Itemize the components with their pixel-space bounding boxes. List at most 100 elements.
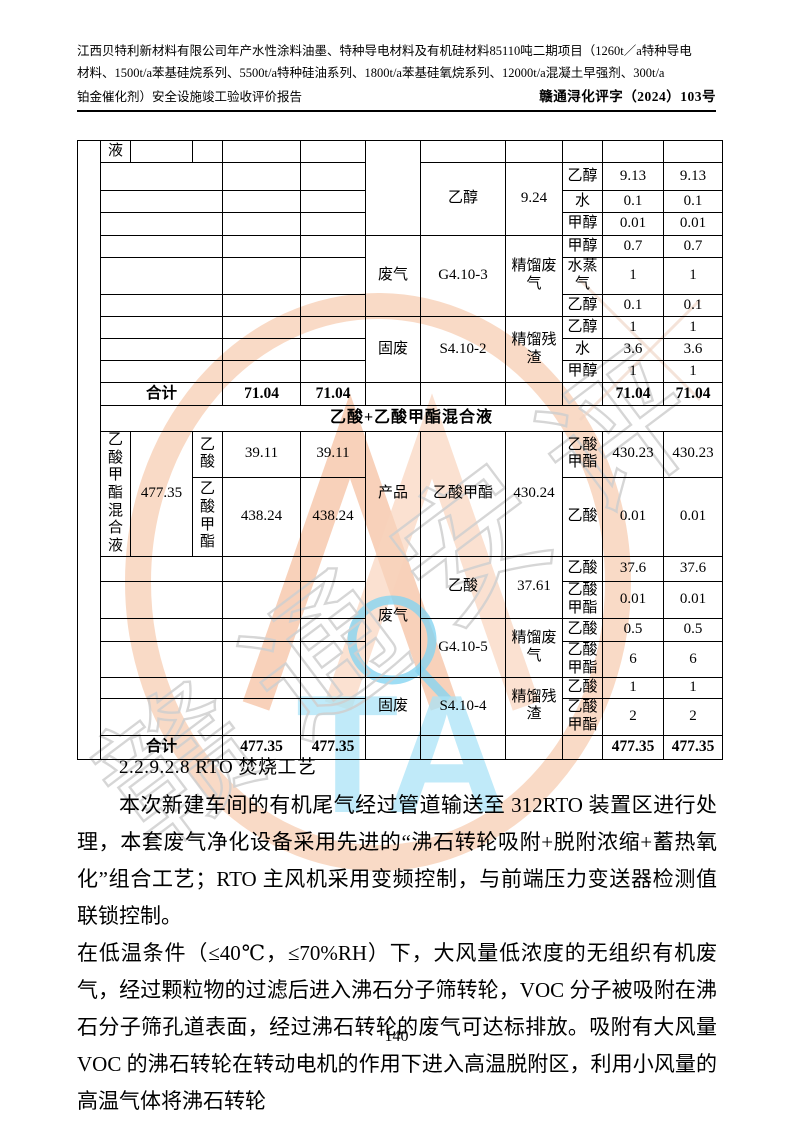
table-cell: G4.10-3 bbox=[420, 235, 506, 317]
table-cell: 乙酸甲酯 bbox=[562, 698, 603, 736]
header-line-1: 江西贝特利新材料有限公司年产水性涂料油墨、特种导电材料及有机硅材料85110吨二… bbox=[77, 44, 692, 58]
table-cell: 产品 bbox=[365, 431, 421, 557]
table-cell bbox=[300, 257, 366, 295]
table-cell: 乙酸甲酯 bbox=[562, 580, 603, 619]
table-cell bbox=[100, 640, 223, 679]
header-line-3: 铂金催化剂）安全设施竣工验收评价报告 bbox=[77, 89, 303, 104]
table-cell: 乙醇 bbox=[562, 316, 603, 339]
table-cell: 1 bbox=[663, 677, 723, 700]
table-cell bbox=[420, 734, 506, 760]
table-cell: 9.13 bbox=[663, 162, 723, 191]
subtotal-label: 合计 bbox=[100, 382, 223, 406]
table-cell bbox=[222, 212, 301, 236]
table-cell bbox=[663, 140, 723, 163]
table-cell bbox=[222, 235, 301, 258]
table-cell bbox=[222, 360, 301, 383]
table-cell bbox=[300, 316, 366, 339]
table-cell: 39.11 bbox=[222, 431, 301, 478]
table-cell bbox=[100, 580, 223, 619]
table-cell: 乙酸 bbox=[562, 476, 603, 557]
table-cell bbox=[300, 580, 366, 619]
table-cell bbox=[300, 555, 366, 582]
subtotal-label: 合计 bbox=[100, 734, 223, 760]
table-cell: 6 bbox=[602, 640, 664, 679]
table-cell bbox=[100, 294, 223, 317]
table-cell: 0.01 bbox=[602, 580, 664, 619]
table-cell bbox=[100, 257, 223, 295]
table-cell bbox=[300, 698, 366, 736]
table-cell: 37.6 bbox=[602, 555, 664, 582]
table-cell bbox=[100, 360, 223, 383]
table-cell: 430.24 bbox=[505, 431, 563, 557]
table-cell: 71.04 bbox=[602, 382, 664, 406]
table-cell: 477.35 bbox=[602, 734, 664, 760]
gutter-cell bbox=[77, 140, 101, 760]
table-cell: 0.01 bbox=[602, 476, 664, 557]
table-cell bbox=[100, 338, 223, 361]
table-cell: S4.10-4 bbox=[420, 677, 506, 736]
page-header: 江西贝特利新材料有限公司年产水性涂料油墨、特种导电材料及有机硅材料85110吨二… bbox=[77, 40, 716, 112]
table-cell: 1 bbox=[602, 316, 664, 339]
table-cell: 1 bbox=[602, 677, 664, 700]
table-cell bbox=[222, 677, 301, 700]
table-cell: 39.11 bbox=[300, 431, 366, 478]
table-cell: 0.01 bbox=[663, 212, 723, 236]
table-cell bbox=[222, 162, 301, 191]
table-cell: 乙酸 bbox=[562, 617, 603, 642]
table-cell bbox=[300, 294, 366, 317]
table-cell bbox=[100, 212, 223, 236]
section-heading: 2.2.9.2.8 RTO 焚烧工艺 bbox=[119, 757, 317, 778]
table-cell: 0.1 bbox=[602, 294, 664, 317]
table-cell bbox=[222, 257, 301, 295]
table-cell bbox=[222, 294, 301, 317]
table-cell bbox=[300, 212, 366, 236]
table-cell: 乙酸甲酯 bbox=[562, 431, 603, 478]
table-cell: 乙醇 bbox=[562, 294, 603, 317]
table-cell: 乙酸甲酯 bbox=[562, 640, 603, 679]
table-cell: S4.10-2 bbox=[420, 316, 506, 383]
page-number: 140 bbox=[384, 1028, 409, 1045]
table-cell: 71.04 bbox=[663, 382, 723, 406]
table-cell bbox=[100, 698, 223, 736]
table-cell: 废气 bbox=[365, 235, 421, 317]
table-cell bbox=[562, 734, 603, 760]
table-cell: 乙酸 bbox=[420, 555, 506, 619]
table-cell bbox=[130, 140, 193, 163]
table-cell: 乙酸 bbox=[562, 677, 603, 700]
table-cell: 0.01 bbox=[663, 580, 723, 619]
table-cell: 0.01 bbox=[663, 476, 723, 557]
table-cell: 乙酸 bbox=[192, 431, 223, 478]
table-cell bbox=[300, 190, 366, 213]
table-cell: 精馏废气 bbox=[505, 617, 563, 679]
table-cell bbox=[505, 140, 563, 163]
table-cell: 乙酸 bbox=[562, 555, 603, 582]
header-line-2: 材料、1500t/a苯基硅烷系列、5500t/a特种硅油系列、1800t/a苯基… bbox=[77, 66, 665, 81]
table-cell: 430.23 bbox=[602, 431, 664, 478]
table-cell: 2 bbox=[663, 698, 723, 736]
table-cell: 1 bbox=[663, 360, 723, 383]
table-cell: 乙酸甲酯混合液 bbox=[100, 431, 131, 557]
table-cell: 液 bbox=[100, 140, 131, 163]
table-cell bbox=[365, 382, 421, 406]
table-cell bbox=[365, 734, 421, 760]
table-cell: 430.23 bbox=[663, 431, 723, 478]
table-cell: 1 bbox=[663, 257, 723, 295]
table-cell bbox=[100, 190, 223, 213]
table-cell: 6 bbox=[663, 640, 723, 679]
table-cell: 438.24 bbox=[222, 476, 301, 557]
table-cell: 37.61 bbox=[505, 555, 563, 619]
table-cell: 固废 bbox=[365, 677, 421, 736]
table-cell: 2 bbox=[602, 698, 664, 736]
table-cell: 乙酸甲酯 bbox=[420, 431, 506, 557]
table-cell bbox=[562, 140, 603, 163]
table-cell: 0.5 bbox=[602, 617, 664, 642]
table-cell bbox=[222, 555, 301, 582]
table-cell bbox=[300, 640, 366, 679]
table-cell: 9.24 bbox=[505, 162, 563, 236]
table-cell bbox=[420, 140, 506, 163]
table-cell: 1 bbox=[602, 257, 664, 295]
table-cell bbox=[562, 382, 603, 406]
table-cell bbox=[222, 698, 301, 736]
table-cell: 0.7 bbox=[602, 235, 664, 258]
table-cell: 1 bbox=[663, 316, 723, 339]
